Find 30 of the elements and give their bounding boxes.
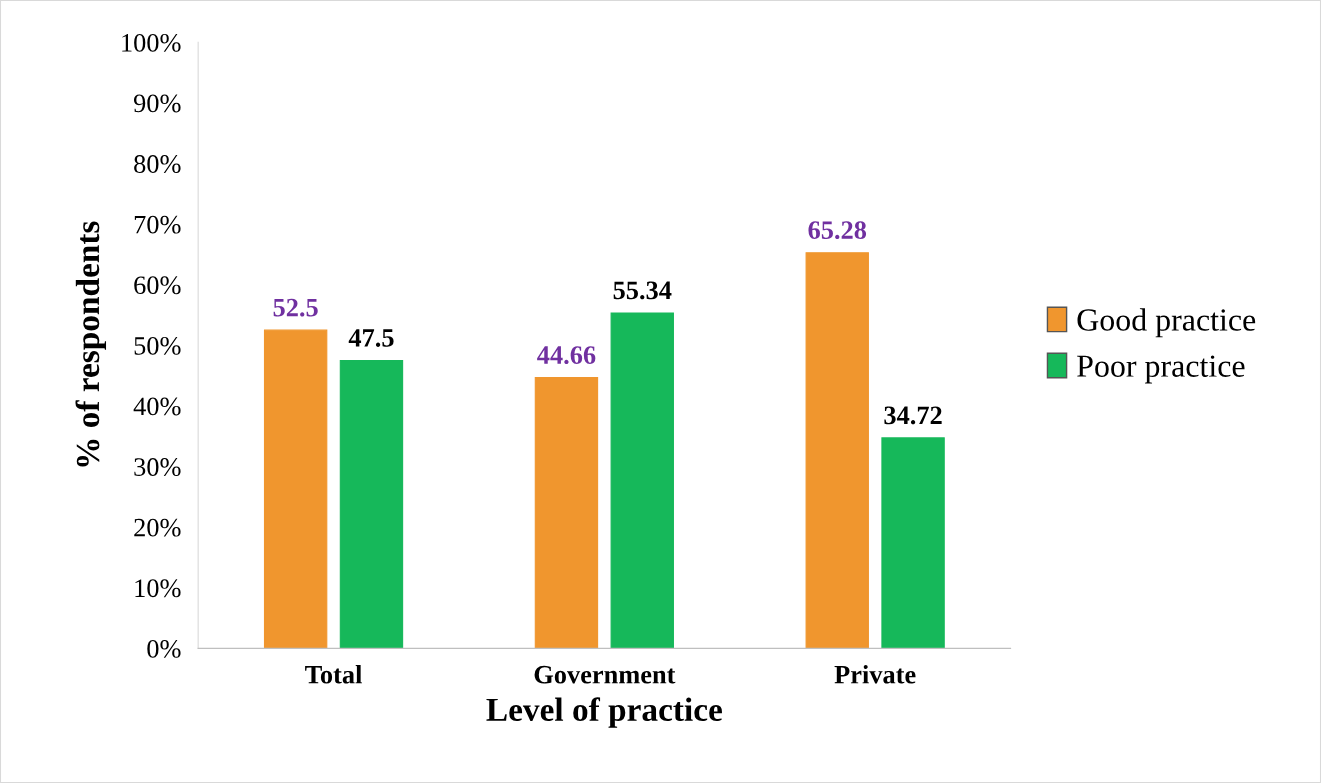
y-tick-label: 100% bbox=[122, 33, 181, 52]
x-tick-label: Private bbox=[834, 664, 916, 684]
data-label: 34.72 bbox=[884, 406, 942, 425]
bar bbox=[534, 377, 599, 649]
y-tick-label: 70% bbox=[134, 215, 181, 234]
bar bbox=[339, 359, 404, 649]
data-label: 47.5 bbox=[348, 329, 394, 347]
y-tick-label: 80% bbox=[134, 155, 181, 173]
bar bbox=[881, 437, 945, 649]
legend-label: Poor practice bbox=[1077, 355, 1245, 384]
y-tick-label: 20% bbox=[134, 518, 181, 537]
x-tick-label: Government bbox=[534, 665, 676, 684]
y-tick-label: 40% bbox=[133, 397, 181, 416]
data-label: 44.66 bbox=[537, 346, 596, 365]
y-tick-label: 0% bbox=[147, 639, 181, 658]
y-tick-label: 50% bbox=[134, 336, 181, 355]
x-tick-label: Total bbox=[305, 664, 362, 684]
y-tick-label: 30% bbox=[134, 458, 181, 477]
bar bbox=[610, 312, 674, 649]
y-tick-label: 60% bbox=[134, 276, 181, 295]
bar bbox=[805, 252, 869, 649]
x-axis-title: Level of practice bbox=[486, 697, 722, 728]
legend-label: Good practice bbox=[1077, 308, 1256, 338]
y-tick-label: 10% bbox=[135, 579, 181, 598]
y-axis-title: % of respondents bbox=[75, 221, 107, 467]
data-label: 65.28 bbox=[808, 221, 867, 240]
bar bbox=[263, 329, 328, 649]
data-label: 55.34 bbox=[613, 281, 672, 300]
data-label: 52.5 bbox=[273, 298, 318, 317]
y-tick-label: 90% bbox=[133, 94, 181, 113]
